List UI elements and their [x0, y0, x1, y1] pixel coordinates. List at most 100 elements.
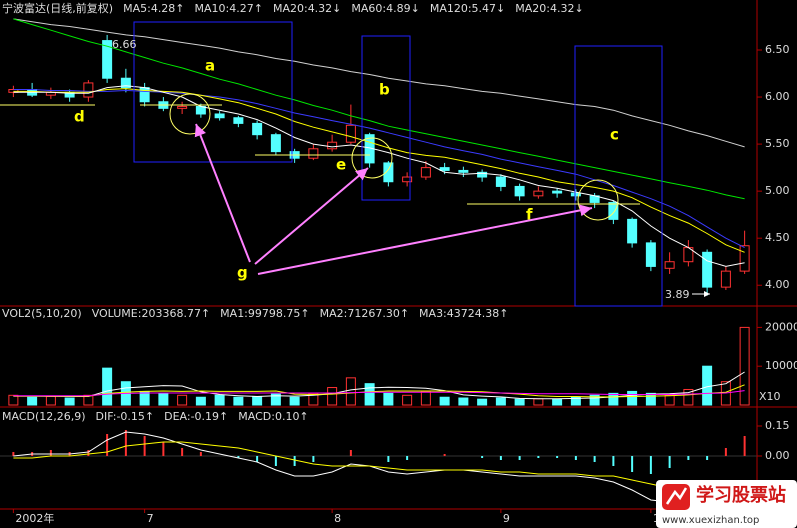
volume-bar [439, 396, 450, 406]
candle-body [270, 134, 281, 153]
volume-bar [327, 387, 338, 406]
volume-bar [364, 383, 375, 406]
volume-bar [252, 395, 263, 406]
legend-entry: MA3:43724.38↑ [419, 307, 508, 320]
volume-bar [420, 390, 431, 406]
legend-entry: MA60:4.89↓ [351, 2, 419, 15]
y-tick-label: 4.00 [765, 278, 790, 291]
y-tick-label: 10000 [765, 359, 797, 372]
legend-entry: DIF:-0.15↑ [96, 410, 155, 423]
candle-body [177, 105, 188, 109]
chart-title: 宁波富达(日线,前复权) [2, 1, 113, 15]
annotations [0, 21, 710, 307]
candle-body [702, 251, 713, 288]
legend-entry: MA20:4.32↓ [515, 2, 583, 15]
legend-entry: MA5:4.28↑ [123, 2, 184, 15]
candle-body [402, 176, 413, 183]
line-series [13, 390, 745, 397]
legend-entry: MA2:71267.30↑ [320, 307, 409, 320]
y-tick-label: 0.00 [765, 449, 790, 462]
volume-bar [289, 396, 300, 406]
candle-body [308, 148, 319, 159]
candle-body [477, 171, 488, 178]
y-tick-label: 0.15 [765, 419, 790, 432]
annotation: a [205, 57, 215, 75]
candle-body [552, 190, 563, 194]
annotation: b [379, 81, 390, 99]
candle-body [627, 218, 638, 244]
volume-bar [570, 396, 581, 406]
candle-body [720, 270, 731, 288]
volume-bar [158, 392, 169, 406]
candle-body [83, 82, 94, 98]
volume-bar [45, 395, 56, 406]
volume-bar [102, 367, 113, 406]
line-series [13, 89, 745, 249]
annotation: g [237, 264, 248, 282]
volume-bar [589, 394, 600, 406]
volume-bar [64, 397, 75, 406]
volume-bar [664, 394, 675, 406]
legend-entry: MA120:5.47↓ [430, 2, 505, 15]
y-tick-label: 6.00 [765, 90, 790, 103]
y-tick-label: 6.50 [765, 43, 790, 56]
x-tick-label: 7 [147, 512, 154, 525]
volume-bar [8, 394, 19, 406]
watermark: 学习股票站 www.xuexizhan.top [656, 480, 797, 528]
line-series [13, 85, 745, 267]
candle-body [608, 201, 619, 220]
candle-body [495, 176, 506, 187]
candle-body [383, 162, 394, 183]
volume-bar [27, 396, 38, 406]
legend-entry: MACD:0.10↑ [238, 410, 308, 423]
volume-bar [270, 393, 281, 406]
annotation: 6.66 [112, 38, 137, 51]
volume-bar [552, 398, 563, 406]
candle-body [420, 167, 431, 178]
line-series [13, 18, 745, 200]
legend-entry: MA1:99798.75↑ [220, 307, 309, 320]
annotation: 3.89 [665, 288, 690, 301]
candle-body [345, 124, 356, 143]
volume-bar [608, 392, 619, 406]
watermark-name: 学习股票站 [696, 484, 786, 506]
legend-entry: VOLUME:203368.77↑ [92, 307, 210, 320]
line-series [13, 371, 745, 400]
volume-bar [233, 396, 244, 406]
candle-body [645, 242, 656, 267]
x-tick-label: 8 [334, 512, 341, 525]
candle-body [458, 169, 469, 173]
unit-label: X10 [759, 390, 781, 403]
y-tick-label: 5.00 [765, 184, 790, 197]
volume-bar [345, 377, 356, 406]
candle-body [514, 185, 525, 197]
line-series [13, 88, 745, 253]
annotation: e [336, 156, 346, 174]
annotation: d [74, 108, 85, 126]
legend-entry: MA10:4.27↑ [195, 2, 263, 15]
legend-entry: MACD(12,26,9) [2, 410, 86, 423]
volume-bar [458, 397, 469, 406]
annotation: c [610, 126, 619, 144]
volume-bar [495, 397, 506, 406]
volume-bar [702, 365, 713, 406]
legend-entry: MA20:4.32↓ [273, 2, 341, 15]
candle-body [664, 261, 675, 269]
candle-body [439, 167, 450, 171]
volume-bar [514, 398, 525, 406]
candle-body [102, 40, 113, 79]
legend-entry: DEA:-0.19↑ [164, 410, 228, 423]
candle-body [120, 77, 131, 89]
volume-bar [195, 396, 206, 406]
candle-body [570, 192, 581, 197]
volume-bar [533, 398, 544, 406]
candle-body [252, 122, 263, 136]
y-tick-label: 5.50 [765, 137, 790, 150]
legend-entry: VOL2(5,10,20) [2, 307, 82, 320]
volume-bar [627, 390, 638, 406]
candle-body [233, 117, 244, 124]
annotation: f [526, 206, 533, 224]
